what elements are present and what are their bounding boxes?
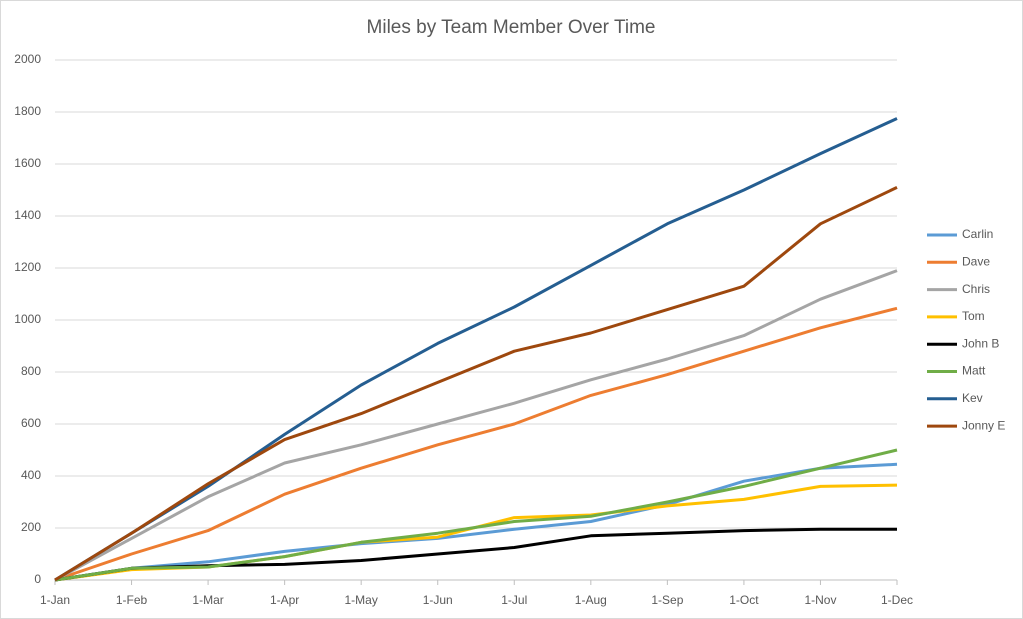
legend-label: Kev [962,391,983,405]
y-tick-label: 0 [34,572,41,586]
x-tick-label: 1-Dec [881,593,913,607]
x-tick-label: 1-Jun [423,593,453,607]
y-tick-label: 200 [21,520,41,534]
series-line [54,462,898,582]
x-tick-label: 1-Jul [501,593,527,607]
x-tick-label: 1-Nov [804,593,836,607]
x-tick-label: 1-Jan [40,593,70,607]
legend-label: John B [962,336,999,350]
y-tick-label: 400 [21,468,41,482]
chart-title: Miles by Team Member Over Time [367,17,656,38]
y-tick-label: 1200 [14,260,41,274]
y-tick-label: 800 [21,364,41,378]
series-line [54,306,898,582]
legend-label: Jonny E [962,418,1005,432]
x-tick-label: 1-Sep [651,593,683,607]
legend-label: Matt [962,364,986,378]
series-line [54,117,898,582]
x-tick-label: 1-Apr [270,593,299,607]
y-tick-label: 1000 [14,312,41,326]
series-line [54,269,898,582]
y-tick-label: 1600 [14,156,41,170]
x-tick-label: 1-Mar [192,593,223,607]
series-line [54,186,898,582]
legend-label: Carlin [962,227,993,241]
legend-label: Dave [962,254,990,268]
x-tick-label: 1-Oct [729,593,759,607]
x-tick-label: 1-Aug [575,593,607,607]
legend-label: Tom [962,309,985,323]
y-tick-label: 600 [21,416,41,430]
series-line [54,448,898,582]
legend-label: Chris [962,282,990,296]
x-tick-label: 1-Feb [116,593,148,607]
y-tick-label: 1800 [14,104,41,118]
x-tick-label: 1-May [345,593,378,607]
y-tick-label: 1400 [14,208,41,222]
y-tick-label: 2000 [14,52,41,66]
